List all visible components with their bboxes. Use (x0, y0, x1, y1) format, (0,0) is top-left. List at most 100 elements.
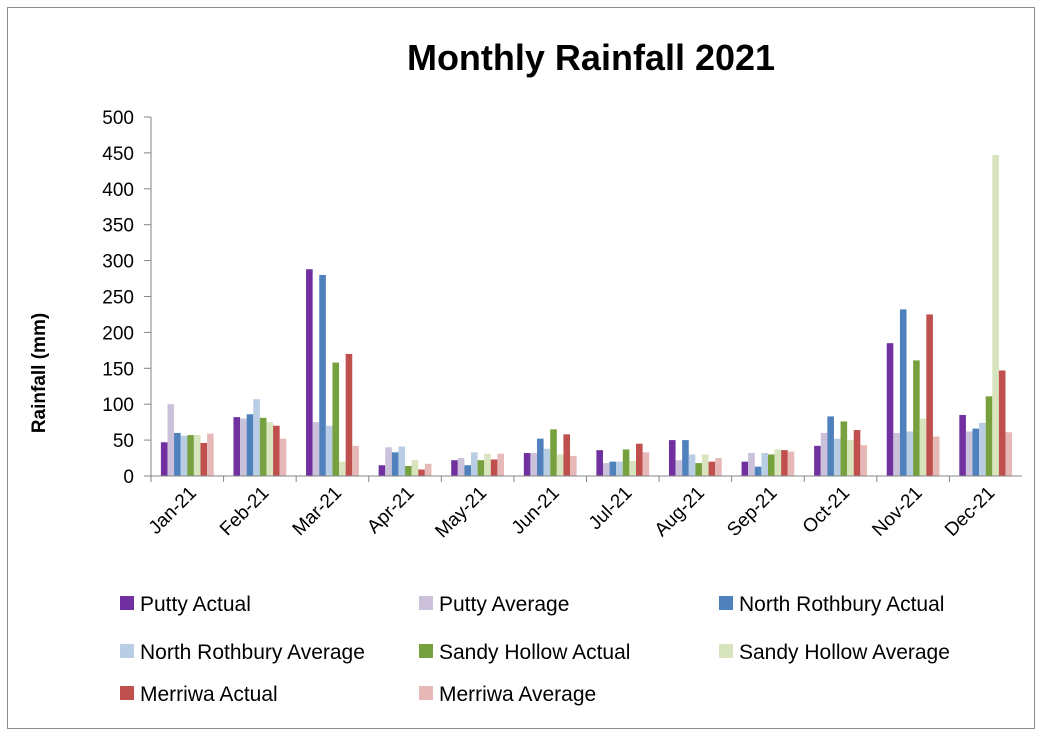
bar (279, 438, 287, 476)
bar (761, 453, 768, 476)
bar (695, 463, 702, 476)
bar (570, 455, 577, 476)
legend-swatch (719, 596, 733, 610)
x-tick-label: Mar-21 (289, 483, 346, 540)
bar (642, 452, 650, 476)
chart-title: Monthly Rainfall 2021 (407, 37, 775, 78)
bar (306, 269, 313, 476)
x-tick-label: Aug-21 (651, 483, 709, 541)
bar (266, 422, 274, 476)
bar (411, 460, 419, 476)
bar (682, 440, 689, 476)
legend-swatch (719, 644, 733, 658)
bar (484, 453, 491, 476)
y-tick-label: 400 (102, 180, 134, 201)
bar (708, 461, 716, 476)
y-tick-label: 300 (102, 252, 134, 273)
bar (932, 436, 940, 476)
x-tick-label: Nov-21 (868, 483, 926, 541)
bar (174, 432, 181, 476)
bar (325, 425, 333, 476)
bar (319, 274, 326, 476)
x-tick-label: Apr-21 (363, 483, 418, 538)
bar (246, 414, 254, 476)
bar (840, 421, 848, 476)
x-tick-label: May-21 (431, 483, 491, 543)
legend-swatch (120, 596, 134, 610)
x-tick-label: Oct-21 (799, 483, 854, 538)
bar (233, 417, 241, 476)
bar (609, 461, 617, 476)
bar (754, 466, 762, 476)
bar (424, 463, 432, 476)
bar (820, 432, 828, 476)
bar (814, 445, 821, 476)
legend-label: Putty Actual (140, 593, 251, 616)
bar (596, 450, 603, 476)
bar (919, 418, 927, 476)
legend-label: Sandy Hollow Average (739, 641, 950, 664)
chart-area: Monthly Rainfall 2021 Rainfall (mm) 0 50 1… (7, 7, 1035, 729)
bar (616, 461, 623, 476)
x-tick-label: Jan-21 (145, 483, 201, 539)
bar (774, 449, 782, 476)
bar (550, 429, 557, 476)
bar (497, 453, 505, 476)
bar (193, 435, 201, 476)
y-tick-label: 200 (102, 323, 134, 344)
y-axis-ticks: 0 50 100 150 200 250 300 350 400 450 500 (102, 108, 151, 488)
bar (847, 440, 854, 476)
bar (523, 453, 531, 476)
x-tick-label: Dec-21 (941, 483, 999, 541)
rainfall-chart: Monthly Rainfall 2021 Rainfall (mm) 0 50 1… (29, 37, 1022, 706)
bar (622, 449, 630, 476)
bar (167, 404, 175, 476)
bar (781, 450, 788, 476)
bar (200, 442, 208, 476)
y-tick-label: 350 (102, 216, 134, 237)
y-tick-label: 0 (123, 467, 134, 488)
bar (385, 447, 392, 476)
bar (602, 463, 610, 476)
legend-label: North Rothbury Average (140, 641, 365, 664)
legend: Putty Actual Putty Average North Rothbury … (120, 593, 950, 706)
x-tick-label: Jul-21 (585, 483, 636, 534)
y-tick-label: 150 (102, 359, 134, 380)
bar (180, 435, 188, 476)
bar (1005, 432, 1013, 476)
bar (926, 314, 933, 476)
y-tick-label: 450 (102, 144, 134, 165)
bar (965, 431, 973, 476)
x-tick-label: Jun-21 (508, 483, 564, 539)
bar (992, 155, 999, 477)
legend-swatch (419, 686, 433, 700)
bar (405, 465, 412, 476)
legend-label: Putty Average (439, 593, 569, 616)
legend-swatch (419, 596, 433, 610)
legend-swatch (419, 644, 433, 658)
bar (906, 431, 914, 476)
bar (530, 453, 538, 476)
bar (675, 460, 683, 476)
bar (635, 443, 643, 476)
bar (378, 465, 386, 476)
bar (312, 422, 320, 476)
bar (972, 428, 980, 476)
bar (886, 343, 894, 476)
legend-swatch (120, 686, 134, 700)
bar (339, 461, 346, 476)
bar (860, 445, 867, 476)
legend-label: North Rothbury Actual (739, 593, 944, 616)
bar (893, 432, 900, 476)
bar (259, 417, 267, 476)
bar (913, 360, 920, 476)
bar (715, 458, 722, 476)
bar (160, 442, 168, 476)
bar (959, 414, 966, 476)
bar (352, 445, 359, 476)
legend-label: Merriwa Actual (140, 683, 278, 706)
bar (187, 435, 194, 476)
bar (490, 459, 498, 476)
bar (701, 454, 709, 476)
bar (767, 454, 775, 476)
